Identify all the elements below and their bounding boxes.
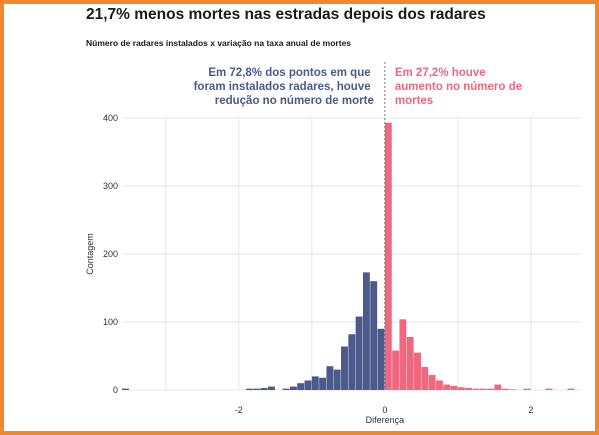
histogram-bar — [487, 388, 494, 390]
histogram-bar — [479, 388, 487, 390]
histogram-bar — [435, 380, 443, 390]
histogram-bar — [260, 387, 268, 390]
y-tick-label: 0 — [113, 385, 118, 395]
annotation-increase-line-1: Em 27,2% houve — [395, 67, 486, 79]
histogram-bar — [494, 384, 502, 390]
histogram-bar — [414, 352, 421, 390]
annotation-decrease-line-1: Em 72,8% dos pontos em que — [208, 67, 370, 79]
histogram-bar — [501, 388, 509, 390]
histogram-bar — [253, 388, 261, 390]
histogram-bar — [326, 366, 334, 390]
histogram-bars — [122, 122, 575, 390]
histogram-bar — [457, 387, 465, 390]
annotation-decrease-line-2: foram instalados radares, houve — [194, 81, 371, 93]
histogram-bar — [508, 389, 516, 390]
annotations: Em 72,8% dos pontos em que foram instala… — [194, 67, 525, 107]
histogram-bar — [421, 366, 429, 390]
histogram-bar — [348, 334, 356, 390]
histogram-bar — [355, 316, 363, 390]
histogram-bar — [297, 383, 305, 390]
x-axis-label: Diferença — [366, 415, 405, 425]
annotation-increase-line-3: mortes — [395, 95, 433, 107]
y-tick-label: 400 — [103, 113, 118, 123]
histogram-bar — [428, 375, 436, 390]
histogram-bar — [392, 350, 400, 390]
histogram-bar — [399, 319, 407, 390]
x-tick-label: 0 — [382, 405, 387, 415]
histogram-bar — [289, 386, 297, 390]
annotation-decrease-line-3: redução no número de morte — [215, 95, 374, 107]
grid-lines — [122, 117, 582, 391]
chart-title: 21,7% menos mortes nas estradas depois d… — [86, 6, 486, 23]
histogram-bar — [304, 380, 312, 390]
x-tick-label: 2 — [528, 405, 533, 415]
histogram-bar — [450, 385, 458, 390]
histogram-bar — [567, 388, 575, 390]
histogram-bar — [472, 388, 480, 390]
annotation-increase: Em 27,2% houve aumento no número de mort… — [395, 67, 525, 107]
axis-ticks: 0 100 200 300 400 -2 0 2 — [103, 113, 533, 415]
histogram-bar — [282, 388, 290, 390]
histogram-bar — [370, 281, 378, 390]
histogram-bar — [311, 376, 319, 390]
x-tick-label: -2 — [235, 405, 243, 415]
histogram-bar — [333, 369, 341, 390]
histogram-bar — [545, 388, 553, 390]
histogram-bar — [341, 346, 348, 390]
histogram-bar — [384, 122, 392, 390]
y-tick-label: 100 — [103, 317, 118, 327]
annotation-increase-line-2: aumento no número de — [395, 81, 522, 93]
histogram-bar — [406, 336, 414, 390]
y-axis-label: Contagem — [85, 233, 95, 275]
histogram-bar — [362, 272, 370, 390]
histogram-bar — [377, 328, 385, 390]
histogram-bar — [268, 386, 275, 390]
histogram-bar — [319, 377, 327, 390]
chart-subtitle: Número de radares instalados x variação … — [86, 38, 352, 48]
histogram-bar — [465, 387, 473, 390]
annotation-decrease: Em 72,8% dos pontos em que foram instala… — [194, 67, 374, 107]
y-tick-label: 300 — [103, 181, 118, 191]
histogram-bar — [523, 388, 531, 390]
y-tick-label: 200 — [103, 249, 118, 259]
histogram-bar — [122, 388, 129, 390]
histogram-bar — [443, 384, 451, 390]
histogram-bar — [246, 388, 254, 390]
